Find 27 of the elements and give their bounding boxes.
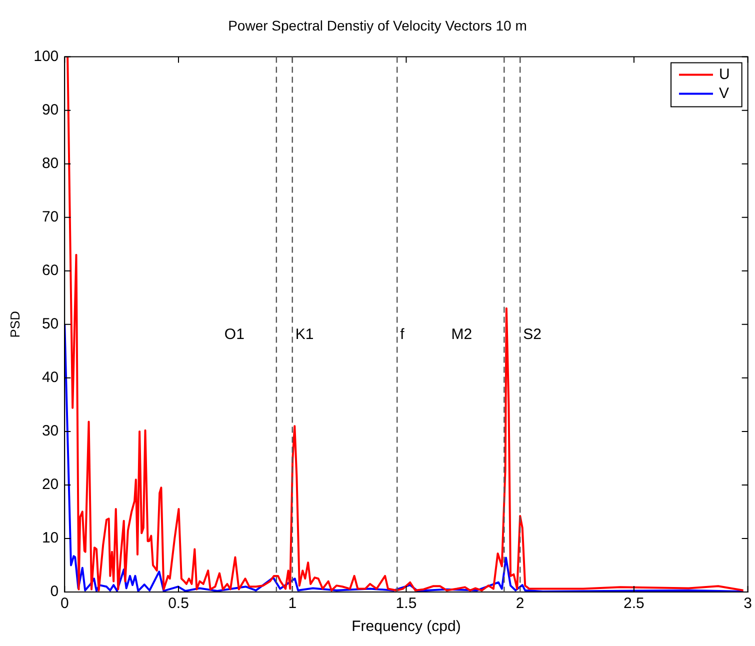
y-tick-label: 70 [42,208,59,226]
y-tick-label: 80 [42,154,59,172]
x-axis-title: Frequency (cpd) [352,618,461,636]
ref-line-label: S2 [523,326,542,344]
x-tick-label: 2 [516,595,524,612]
x-tick-label: 1.5 [396,595,417,612]
legend-label: U [718,66,730,83]
y-tick-label: 10 [42,530,59,547]
y-tick-label: 30 [42,422,59,440]
chart-title: Power Spectral Denstiy of Velocity Vectors 10 m [228,17,527,34]
y-axis-title: PSD [7,311,22,338]
ref-line-label: M2 [451,326,472,344]
legend-label: V [718,84,730,102]
ref-line-label: O1 [224,326,244,344]
y-tick-label: 50 [42,316,59,333]
y-tick-label: 40 [42,369,59,386]
y-tick-label: 0 [50,583,59,600]
x-tick-label: 3 [744,595,752,612]
x-tick-label: 2.5 [624,595,644,612]
y-tick-label: 20 [42,476,59,494]
ref-line-label: K1 [295,326,314,344]
y-tick-label: 100 [34,48,59,65]
ref-line-label: f [400,326,406,344]
x-tick-label: 1 [288,595,297,612]
y-tick-label: 60 [42,262,59,280]
y-tick-label: 90 [42,101,59,118]
x-tick-label: 0.5 [168,595,189,612]
